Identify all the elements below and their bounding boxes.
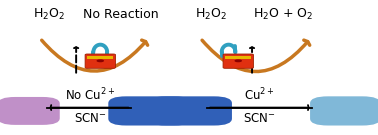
Text: SCN$^{-}$: SCN$^{-}$ xyxy=(74,112,106,125)
FancyBboxPatch shape xyxy=(0,97,60,125)
Text: H$_2$O$_2$: H$_2$O$_2$ xyxy=(195,6,227,22)
Text: H$_2$O$_2$: H$_2$O$_2$ xyxy=(33,6,65,22)
FancyBboxPatch shape xyxy=(225,56,251,60)
FancyBboxPatch shape xyxy=(87,56,113,60)
Text: No Reaction: No Reaction xyxy=(83,8,159,21)
FancyBboxPatch shape xyxy=(85,54,115,68)
Text: SCN$^{-}$: SCN$^{-}$ xyxy=(243,112,275,125)
Circle shape xyxy=(234,59,242,62)
FancyBboxPatch shape xyxy=(108,96,192,126)
FancyBboxPatch shape xyxy=(310,96,378,126)
Text: H$_2$O + O$_2$: H$_2$O + O$_2$ xyxy=(253,6,313,22)
FancyBboxPatch shape xyxy=(148,96,232,126)
Text: Cu$^{2+}$: Cu$^{2+}$ xyxy=(244,87,274,103)
FancyBboxPatch shape xyxy=(223,54,253,68)
Text: No Cu$^{2+}$: No Cu$^{2+}$ xyxy=(65,87,115,103)
Circle shape xyxy=(96,59,104,62)
